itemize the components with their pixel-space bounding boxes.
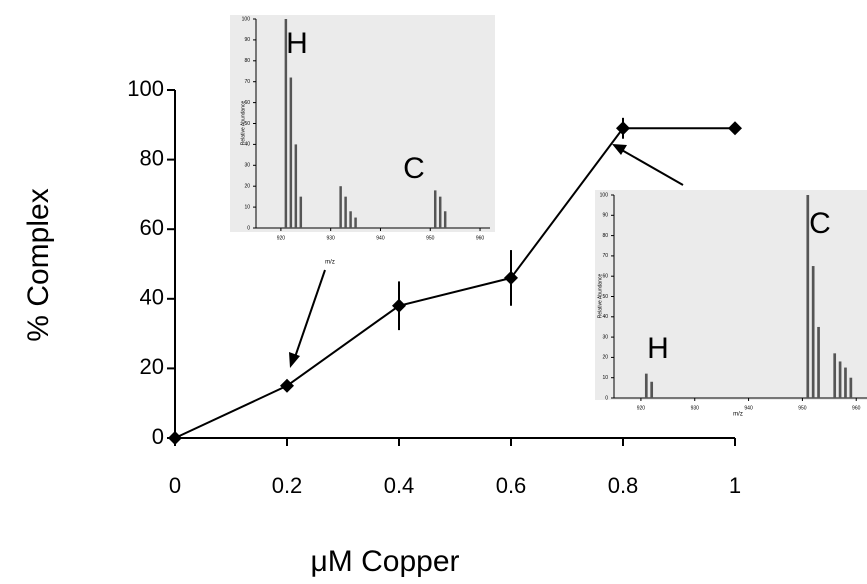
arrow xyxy=(619,148,684,186)
y-axis-title: % Complex xyxy=(22,188,55,341)
y-tick-label: 100 xyxy=(600,192,609,198)
peak xyxy=(433,190,437,228)
y-axis-title: Relative Abundance xyxy=(597,274,603,319)
y-tick-label: 40 xyxy=(140,285,164,310)
peak xyxy=(294,144,298,228)
y-tick-label: 30 xyxy=(244,163,250,169)
peak xyxy=(844,367,847,398)
marker xyxy=(504,270,518,285)
y-tick-label: 20 xyxy=(140,354,164,379)
x-tick-label: 950 xyxy=(426,235,435,241)
peak xyxy=(838,361,842,398)
marker xyxy=(168,431,182,445)
y-tick-label: 20 xyxy=(244,184,250,190)
x-tick-label: 920 xyxy=(637,405,646,411)
x-tick-label: 930 xyxy=(691,405,700,411)
peak xyxy=(833,353,837,398)
x-tick-label: 1 xyxy=(729,473,741,498)
marker xyxy=(616,121,630,136)
x-tick-label: 0.4 xyxy=(384,473,415,498)
peak xyxy=(284,19,288,228)
arrowhead xyxy=(289,352,300,368)
peak xyxy=(289,77,293,229)
peak xyxy=(349,211,352,228)
x-tick-label: 940 xyxy=(744,405,753,411)
y-tick-label: 40 xyxy=(244,142,250,148)
peak xyxy=(644,373,648,398)
y-tick-label: 90 xyxy=(602,213,608,219)
y-tick-label: 60 xyxy=(244,100,250,106)
y-tick-label: 80 xyxy=(602,233,608,239)
peak-label: H xyxy=(647,332,669,365)
x-tick-label: 0.6 xyxy=(496,473,527,498)
x-tick-label: 0.2 xyxy=(272,473,303,498)
x-tick-label: 920 xyxy=(277,235,286,241)
x-tick-label: 940 xyxy=(376,235,385,241)
arrowhead xyxy=(612,144,627,155)
x-axis-title: μM Copper xyxy=(310,545,459,578)
peak xyxy=(443,211,447,228)
peak xyxy=(811,266,815,398)
peak-label: C xyxy=(403,152,425,185)
y-tick-label: 80 xyxy=(140,145,164,170)
x-tick-label: 960 xyxy=(852,405,861,411)
peak xyxy=(299,196,303,228)
y-tick-label: 50 xyxy=(244,121,250,127)
peak xyxy=(849,377,853,398)
line xyxy=(174,127,735,439)
y-tick-label: 60 xyxy=(602,274,608,280)
peak xyxy=(344,196,347,228)
x-tick-label: 930 xyxy=(327,235,336,241)
y-tick-label: 50 xyxy=(602,294,608,300)
x-tick-label: 0.8 xyxy=(608,473,639,498)
peak xyxy=(339,186,342,228)
peak xyxy=(817,326,820,398)
y-tick-label: 70 xyxy=(244,79,250,85)
y-tick-label: 0 xyxy=(605,395,608,401)
inset-background xyxy=(595,190,867,400)
marker xyxy=(728,121,742,136)
y-tick-label: 0 xyxy=(152,424,164,449)
y-tick-label: 0 xyxy=(247,225,250,231)
arrow xyxy=(293,269,326,361)
marker xyxy=(280,378,294,393)
x-tick-label: 0 xyxy=(169,473,181,498)
y-tick-label: 60 xyxy=(140,215,164,240)
y-tick-label: 100 xyxy=(127,76,164,101)
y-axis-title: Relative Abundance xyxy=(240,101,246,146)
x-axis-title: m/z xyxy=(325,260,335,266)
y-tick-label: 10 xyxy=(244,204,250,210)
y-tick-label: 40 xyxy=(602,314,608,320)
peak-label: C xyxy=(809,207,831,240)
peak xyxy=(354,217,357,228)
peak xyxy=(438,196,442,228)
y-tick-label: 20 xyxy=(602,355,608,361)
x-tick-label: 960 xyxy=(476,235,485,241)
y-tick-label: 70 xyxy=(602,253,608,259)
y-tick-label: 80 xyxy=(244,58,250,64)
peak xyxy=(806,195,810,398)
x-tick-label: 950 xyxy=(798,405,807,411)
y-tick-label: 10 xyxy=(602,375,608,381)
peak-label: H xyxy=(286,27,308,60)
marker xyxy=(392,298,406,313)
y-tick-label: 30 xyxy=(602,334,608,340)
y-tick-label: 100 xyxy=(242,16,251,22)
peak xyxy=(650,381,654,398)
inset-background xyxy=(230,15,495,232)
x-axis-title: m/z xyxy=(733,412,743,418)
y-tick-label: 90 xyxy=(244,37,250,43)
